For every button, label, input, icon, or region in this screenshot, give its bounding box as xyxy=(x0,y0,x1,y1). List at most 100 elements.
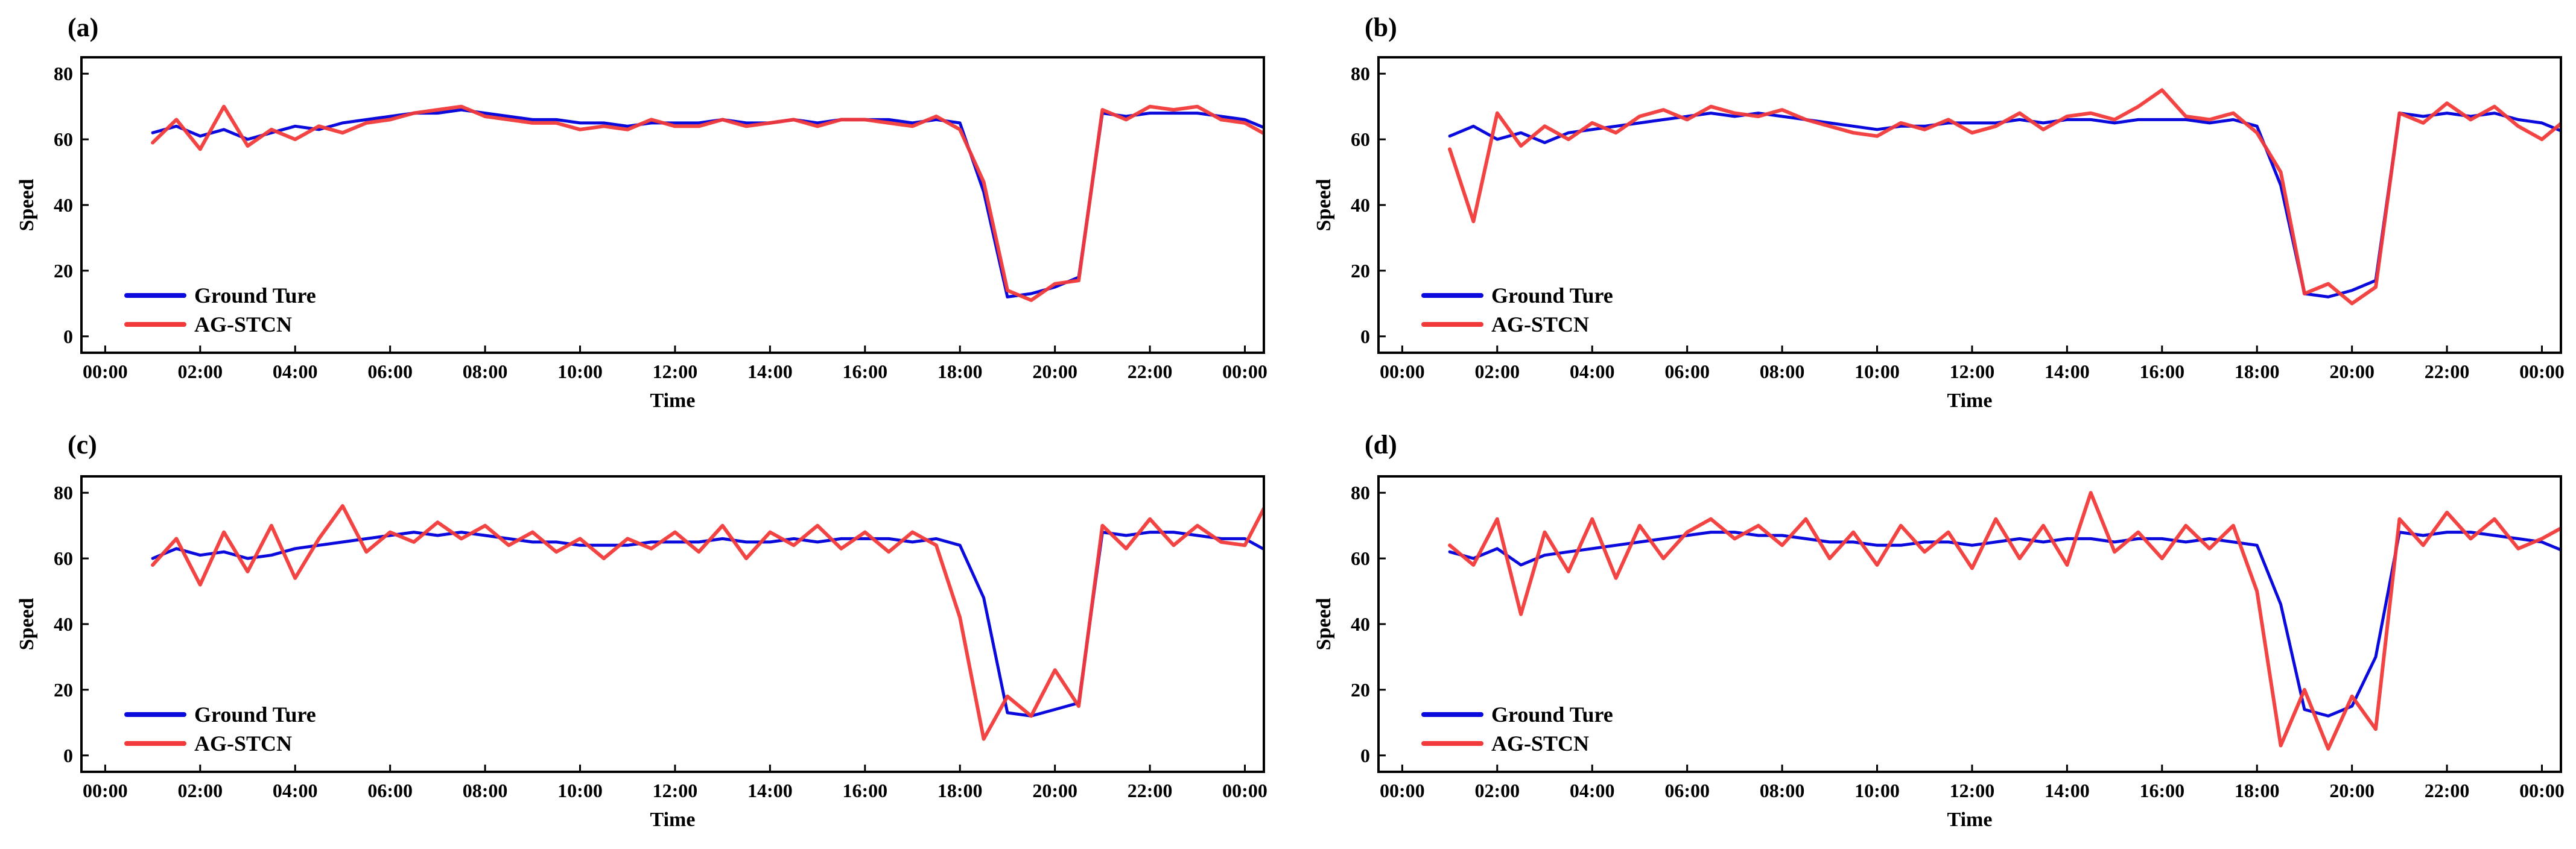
x-tick-label: 10:00 xyxy=(557,361,603,382)
legend-label-ground-truth: Ground Ture xyxy=(194,702,316,727)
y-tick-label: 60 xyxy=(54,548,73,569)
x-tick-label: 00:00 xyxy=(1380,780,1425,801)
x-tick-label: 20:00 xyxy=(2329,780,2375,801)
x-tick-label: 14:00 xyxy=(747,361,793,382)
x-tick-label: 10:00 xyxy=(1854,361,1900,382)
legend-label-ag-stcn: AG-STCN xyxy=(194,731,292,756)
y-tick-label: 40 xyxy=(54,194,73,216)
x-tick-label: 00:00 xyxy=(1222,780,1267,801)
x-tick-label: 14:00 xyxy=(2045,780,2090,801)
x-tick-label: 00:00 xyxy=(1380,361,1425,382)
y-tick-label: 60 xyxy=(1351,128,1370,150)
x-tick-label: 18:00 xyxy=(937,780,983,801)
y-tick-label: 80 xyxy=(54,63,73,84)
y-tick-label: 40 xyxy=(54,613,73,635)
x-tick-label: 08:00 xyxy=(1760,361,1805,382)
x-tick-label: 02:00 xyxy=(1474,361,1520,382)
x-tick-label: 16:00 xyxy=(2139,361,2184,382)
x-tick-label: 00:00 xyxy=(2519,361,2565,382)
legend-label-ag-stcn: AG-STCN xyxy=(1491,312,1589,336)
x-tick-label: 16:00 xyxy=(842,361,887,382)
x-tick-label: 02:00 xyxy=(177,780,223,801)
x-tick-label: 12:00 xyxy=(1950,780,1995,801)
x-tick-label: 16:00 xyxy=(2139,780,2184,801)
y-tick-label: 20 xyxy=(54,260,73,282)
x-tick-label: 08:00 xyxy=(463,361,508,382)
y-tick-label: 60 xyxy=(54,128,73,150)
x-tick-label: 20:00 xyxy=(2329,361,2375,382)
x-tick-label: 14:00 xyxy=(747,780,793,801)
x-tick-label: 12:00 xyxy=(1950,361,1995,382)
y-tick-label: 60 xyxy=(1351,548,1370,569)
panel-label: (a) xyxy=(68,13,98,42)
panel-label: (b) xyxy=(1365,13,1397,42)
x-tick-label: 10:00 xyxy=(557,780,603,801)
legend-label-ground-truth: Ground Ture xyxy=(1491,283,1613,308)
y-tick-label: 40 xyxy=(1351,194,1370,216)
series-line-ground-truth xyxy=(1448,531,2561,718)
legend-label-ag-stcn: AG-STCN xyxy=(194,312,292,336)
x-tick-label: 12:00 xyxy=(653,361,698,382)
x-tick-label: 10:00 xyxy=(1854,780,1900,801)
x-tick-label: 22:00 xyxy=(1128,780,1173,801)
x-tick-label: 22:00 xyxy=(2425,780,2470,801)
panel-label: (d) xyxy=(1365,430,1397,459)
panel-label: (c) xyxy=(68,430,97,459)
x-tick-label: 12:00 xyxy=(653,780,698,801)
plot-frame xyxy=(1377,475,2562,773)
y-tick-label: 20 xyxy=(1351,679,1370,701)
chart-panel-0: (a) 0 20 40 60 80 00:00 02:00 04:00 06:00 08:00 10:… xyxy=(16,13,1267,412)
series-line-ag-stcn xyxy=(1448,491,2561,751)
y-tick-label: 0 xyxy=(1360,745,1370,766)
x-tick-label: 04:00 xyxy=(1570,780,1615,801)
series-line-ag-stcn xyxy=(151,104,1264,302)
x-tick-label: 06:00 xyxy=(367,780,413,801)
x-axis-title: Time xyxy=(650,390,696,412)
y-tick-label: 0 xyxy=(1360,326,1370,347)
x-tick-label: 16:00 xyxy=(842,780,887,801)
x-tick-label: 00:00 xyxy=(83,780,128,801)
x-tick-label: 20:00 xyxy=(1032,361,1077,382)
y-tick-label: 80 xyxy=(54,482,73,503)
chart-panel-3: (d) 0 20 40 60 80 00:00 02:00 04:00 06:00 08:00 10:… xyxy=(1313,430,2565,831)
x-axis-title: Time xyxy=(1947,390,1993,412)
x-tick-label: 00:00 xyxy=(83,361,128,382)
x-tick-label: 04:00 xyxy=(273,361,318,382)
y-tick-label: 40 xyxy=(1351,613,1370,635)
y-tick-label: 80 xyxy=(1351,482,1370,503)
x-tick-label: 08:00 xyxy=(1760,780,1805,801)
x-tick-label: 22:00 xyxy=(1128,361,1173,382)
legend-label-ground-truth: Ground Ture xyxy=(194,283,316,308)
x-tick-label: 06:00 xyxy=(367,361,413,382)
legend-label-ag-stcn: AG-STCN xyxy=(1491,731,1589,756)
x-tick-label: 02:00 xyxy=(1474,780,1520,801)
x-tick-label: 18:00 xyxy=(2235,361,2280,382)
x-axis-title: Time xyxy=(1947,809,1993,831)
x-tick-label: 18:00 xyxy=(937,361,983,382)
x-tick-label: 06:00 xyxy=(1664,780,1710,801)
y-axis-title: Speed xyxy=(16,178,38,231)
y-tick-label: 80 xyxy=(1351,63,1370,84)
y-axis-title: Speed xyxy=(1313,178,1335,231)
x-tick-label: 08:00 xyxy=(463,780,508,801)
series-line-ground-truth xyxy=(1448,112,2561,298)
x-tick-label: 04:00 xyxy=(1570,361,1615,382)
plot-frame xyxy=(80,475,1265,773)
plot-frame xyxy=(1377,56,2562,354)
x-tick-label: 00:00 xyxy=(1222,361,1267,382)
y-tick-label: 20 xyxy=(54,679,73,701)
series-line-ag-stcn xyxy=(151,504,1264,741)
x-tick-label: 22:00 xyxy=(2425,361,2470,382)
plot-frame xyxy=(80,56,1265,354)
series-line-ag-stcn xyxy=(1448,88,2561,306)
x-tick-label: 02:00 xyxy=(177,361,223,382)
y-tick-label: 0 xyxy=(63,745,73,766)
legend-label-ground-truth: Ground Ture xyxy=(1491,702,1613,727)
y-tick-label: 0 xyxy=(63,326,73,347)
x-tick-label: 04:00 xyxy=(273,780,318,801)
series-line-ground-truth xyxy=(151,108,1264,298)
x-tick-label: 06:00 xyxy=(1664,361,1710,382)
y-axis-title: Speed xyxy=(16,598,38,650)
y-tick-label: 20 xyxy=(1351,260,1370,282)
x-tick-label: 00:00 xyxy=(2519,780,2565,801)
